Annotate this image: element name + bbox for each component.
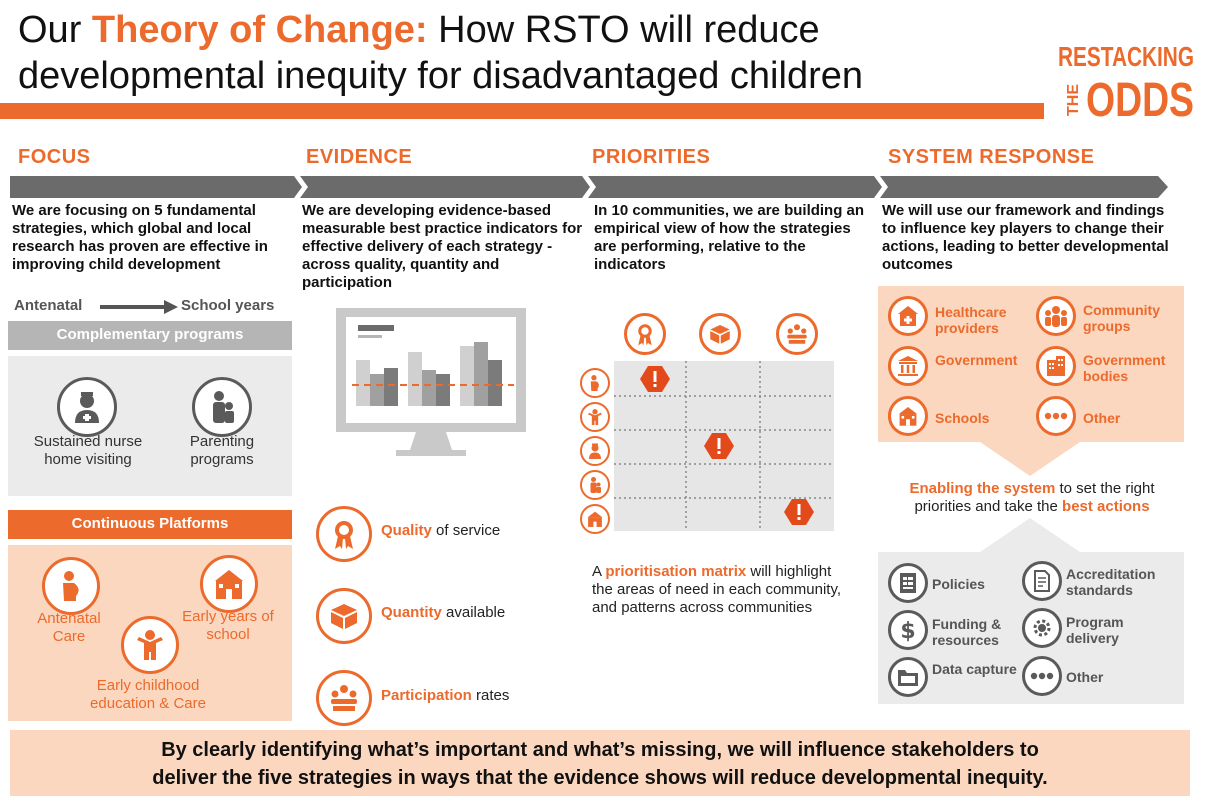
- complementary-programs-panel: [8, 356, 292, 496]
- svg-text:$: $: [900, 619, 915, 642]
- svg-text:THE: THE: [1065, 84, 1082, 116]
- page-title-line2: developmental inequity for disadvantaged…: [18, 55, 863, 97]
- process-chevron-bar: [10, 176, 1168, 198]
- system-response-heading: SYSTEM RESPONSE: [888, 146, 1095, 168]
- lever-label-policies: Policies: [932, 576, 985, 592]
- community-icon: [1036, 296, 1076, 336]
- continuous-label-ecec: Early childhood education & Care: [90, 677, 206, 712]
- pregnant-icon: [580, 368, 610, 398]
- nurse-icon: [580, 436, 610, 466]
- school-icon: [580, 504, 610, 534]
- box-icon: [699, 313, 741, 355]
- key-players-panel: [878, 286, 1184, 442]
- alert-icon: [784, 499, 814, 530]
- policy-icon: [888, 563, 928, 603]
- down-arrow-icon: [980, 442, 1080, 476]
- award-icon: [316, 506, 372, 562]
- hospital-icon: [888, 296, 928, 336]
- cog-icon: [1022, 608, 1062, 648]
- ellipsis-icon: [1036, 396, 1076, 436]
- lever-label-program-delivery: Program delivery: [1066, 614, 1124, 646]
- focus-description: We are focusing on 5 fundamental strateg…: [12, 202, 268, 273]
- player-label-other: Other: [1083, 410, 1121, 426]
- page-title-line1: Our Theory of Change: How RSTO will redu…: [18, 9, 820, 51]
- certificate-icon: [1022, 561, 1062, 601]
- player-label-government: Government: [935, 352, 1018, 368]
- parent-child-icon: [192, 377, 252, 437]
- evidence-description: We are developing evidence-based measura…: [302, 202, 583, 291]
- priorities-heading: PRIORITIES: [592, 146, 711, 168]
- footer-line-1: By clearly identifying what’s important …: [161, 739, 1039, 761]
- school-icon: [888, 396, 928, 436]
- focus-heading: FOCUS: [18, 146, 91, 168]
- timeline-arrow-icon: [100, 300, 178, 314]
- dollar-icon: $: [888, 610, 928, 650]
- system-response-description: We will use our framework and findings t…: [882, 202, 1169, 273]
- lever-label-other: Other: [1066, 669, 1104, 685]
- player-label-community: Community groups: [1083, 302, 1160, 334]
- timeline-from: Antenatal: [14, 297, 83, 314]
- school-icon: [200, 555, 258, 613]
- timeline-to: School years: [181, 297, 275, 314]
- continuous-platforms-header: Continuous Platforms: [8, 510, 292, 539]
- government-icon: [888, 346, 928, 386]
- nurse-icon: [57, 377, 117, 437]
- lever-label-funding: Funding & resources: [932, 616, 1002, 648]
- lever-label-data-capture: Data capture: [932, 661, 1017, 677]
- svg-text:ODDS: ODDS: [1086, 74, 1194, 122]
- evidence-heading: EVIDENCE: [306, 146, 413, 168]
- restacking-the-odds-logo: RESTACKING THE ODDS: [1056, 40, 1196, 127]
- prioritisation-matrix-note: A prioritisation matrix will highlight t…: [592, 563, 842, 616]
- folder-icon: [888, 657, 928, 697]
- child-icon: [121, 616, 179, 674]
- award-icon: [624, 313, 666, 355]
- evidence-quantity-label: Quantity available: [381, 604, 506, 621]
- parent-child-icon: [580, 470, 610, 500]
- alert-icon: [640, 366, 670, 397]
- evidence-quality-label: Quality of service: [381, 522, 501, 539]
- alert-icon: [704, 433, 734, 464]
- continuous-label-antenatal: Antenatal Care: [37, 610, 101, 645]
- evidence-participation-label: Participation rates: [381, 687, 510, 704]
- player-label-government-bodies: Government bodies: [1083, 352, 1166, 384]
- box-icon: [316, 588, 372, 644]
- pregnant-icon: [42, 557, 100, 615]
- header-divider: [0, 103, 1044, 119]
- enabling-system-text: Enabling the system to set the right pri…: [909, 480, 1155, 515]
- complementary-label-1: Sustained nurse home visiting: [33, 433, 143, 468]
- player-label-schools: Schools: [935, 410, 990, 426]
- svg-text:RESTACKING: RESTACKING: [1058, 41, 1194, 72]
- monitor-chart-icon: [336, 308, 526, 456]
- player-label-healthcare: Healthcare providers: [935, 304, 1007, 336]
- child-icon: [580, 402, 610, 432]
- ellipsis-icon: [1022, 656, 1062, 696]
- footer-statement: By clearly identifying what’s important …: [10, 730, 1190, 796]
- up-arrow-icon: [980, 518, 1080, 552]
- complementary-programs-header: Complementary programs: [8, 321, 292, 350]
- complementary-label-2: Parenting programs: [189, 433, 255, 468]
- footer-line-2: deliver the five strategies in ways that…: [152, 767, 1048, 789]
- group-icon: [776, 313, 818, 355]
- lever-label-accreditation: Accreditation standards: [1066, 566, 1156, 598]
- continuous-label-early-school: Early years of school: [182, 608, 274, 643]
- building-icon: [1036, 346, 1076, 386]
- priorities-description: In 10 communities, we are building an em…: [594, 202, 865, 273]
- group-icon: [316, 670, 372, 726]
